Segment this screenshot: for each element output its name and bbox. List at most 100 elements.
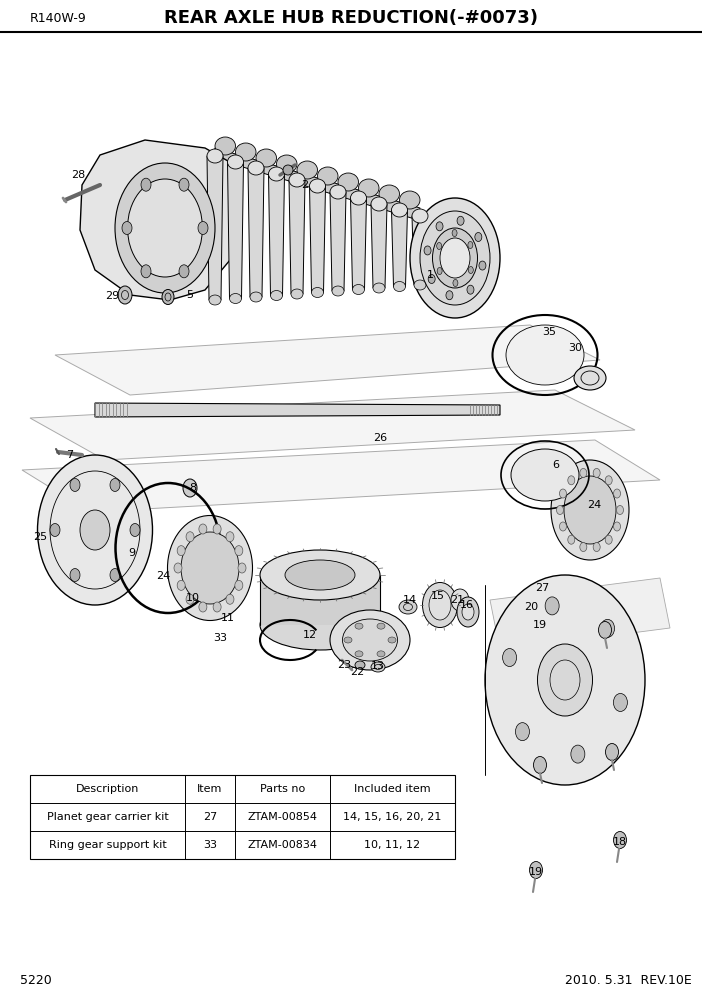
- Text: 10: 10: [186, 593, 200, 603]
- Ellipse shape: [557, 506, 564, 515]
- Ellipse shape: [468, 241, 473, 248]
- Text: R140W-9: R140W-9: [30, 12, 87, 25]
- Text: REAR AXLE HUB REDUCTION(-#0073): REAR AXLE HUB REDUCTION(-#0073): [164, 9, 538, 27]
- Ellipse shape: [529, 861, 543, 879]
- Ellipse shape: [248, 161, 264, 175]
- Ellipse shape: [580, 543, 587, 552]
- Text: Ring gear support kit: Ring gear support kit: [48, 840, 166, 850]
- Polygon shape: [213, 148, 420, 220]
- Text: 6: 6: [552, 460, 559, 470]
- Ellipse shape: [605, 536, 612, 545]
- Ellipse shape: [574, 366, 606, 390]
- Polygon shape: [80, 140, 240, 300]
- Ellipse shape: [312, 288, 324, 298]
- Ellipse shape: [534, 757, 546, 774]
- Ellipse shape: [605, 476, 612, 485]
- Ellipse shape: [186, 594, 194, 604]
- Text: 18: 18: [613, 837, 627, 847]
- Text: 20: 20: [524, 602, 538, 612]
- Text: 21: 21: [450, 595, 464, 605]
- Ellipse shape: [250, 292, 262, 302]
- Ellipse shape: [355, 651, 363, 657]
- Text: 30: 30: [568, 343, 582, 353]
- Ellipse shape: [317, 167, 338, 185]
- Ellipse shape: [424, 246, 431, 255]
- Text: 2010. 5.31  REV.10E: 2010. 5.31 REV.10E: [565, 973, 692, 986]
- Polygon shape: [310, 186, 326, 293]
- Ellipse shape: [230, 294, 241, 304]
- Ellipse shape: [177, 546, 185, 556]
- Ellipse shape: [428, 275, 435, 284]
- Ellipse shape: [371, 662, 385, 672]
- Ellipse shape: [350, 191, 366, 205]
- Ellipse shape: [70, 568, 80, 581]
- Ellipse shape: [122, 221, 132, 234]
- Ellipse shape: [80, 510, 110, 550]
- Polygon shape: [227, 162, 244, 299]
- Ellipse shape: [235, 580, 243, 590]
- Text: 24: 24: [587, 500, 601, 510]
- Ellipse shape: [599, 622, 611, 639]
- Ellipse shape: [226, 594, 234, 604]
- Ellipse shape: [606, 743, 618, 761]
- Ellipse shape: [332, 286, 344, 296]
- Polygon shape: [268, 174, 284, 296]
- Ellipse shape: [162, 290, 174, 305]
- Ellipse shape: [355, 661, 365, 669]
- Ellipse shape: [213, 602, 221, 612]
- Ellipse shape: [291, 289, 303, 299]
- Text: 33: 33: [213, 633, 227, 643]
- Ellipse shape: [545, 597, 559, 615]
- Ellipse shape: [352, 285, 364, 295]
- Ellipse shape: [614, 831, 626, 848]
- Ellipse shape: [412, 209, 428, 223]
- Ellipse shape: [297, 161, 317, 179]
- Ellipse shape: [614, 522, 621, 531]
- Polygon shape: [55, 325, 600, 395]
- Text: 10, 11, 12: 10, 11, 12: [364, 840, 420, 850]
- Ellipse shape: [564, 476, 616, 544]
- Ellipse shape: [568, 536, 575, 545]
- Ellipse shape: [503, 649, 517, 667]
- Ellipse shape: [580, 468, 587, 477]
- Ellipse shape: [614, 489, 621, 498]
- Ellipse shape: [174, 563, 182, 573]
- Ellipse shape: [310, 179, 326, 193]
- Ellipse shape: [215, 137, 235, 155]
- Polygon shape: [350, 198, 366, 290]
- Text: ZTAM-00834: ZTAM-00834: [248, 840, 317, 850]
- Ellipse shape: [70, 478, 80, 491]
- Ellipse shape: [50, 524, 60, 537]
- Ellipse shape: [344, 637, 352, 643]
- Text: 22: 22: [350, 667, 364, 677]
- Text: 27: 27: [203, 812, 217, 822]
- Ellipse shape: [226, 532, 234, 542]
- Ellipse shape: [420, 211, 490, 305]
- Ellipse shape: [213, 524, 221, 534]
- Polygon shape: [260, 575, 380, 625]
- Ellipse shape: [227, 155, 244, 169]
- Ellipse shape: [432, 228, 477, 288]
- Text: 12: 12: [303, 630, 317, 640]
- Ellipse shape: [141, 179, 151, 191]
- Ellipse shape: [440, 238, 470, 278]
- Ellipse shape: [436, 222, 443, 231]
- Text: 13: 13: [371, 661, 385, 671]
- Ellipse shape: [538, 644, 592, 716]
- Ellipse shape: [551, 460, 629, 560]
- Ellipse shape: [343, 619, 397, 661]
- Ellipse shape: [235, 143, 256, 161]
- Polygon shape: [330, 192, 346, 291]
- Ellipse shape: [179, 265, 189, 278]
- Text: 15: 15: [431, 591, 445, 601]
- Ellipse shape: [410, 198, 500, 318]
- Ellipse shape: [399, 600, 417, 614]
- Polygon shape: [30, 390, 635, 460]
- Ellipse shape: [373, 283, 385, 293]
- Text: Planet gear carrier kit: Planet gear carrier kit: [46, 812, 168, 822]
- Ellipse shape: [128, 179, 202, 277]
- Ellipse shape: [186, 532, 194, 542]
- Text: 5220: 5220: [20, 973, 52, 986]
- Ellipse shape: [485, 575, 645, 785]
- Polygon shape: [248, 168, 264, 297]
